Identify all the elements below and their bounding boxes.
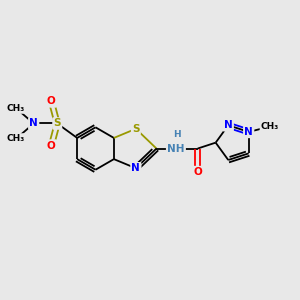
Text: CH₃: CH₃ [261,122,279,131]
Text: NH: NH [167,143,185,154]
Text: O: O [47,96,56,106]
Text: N: N [131,163,140,173]
Text: O: O [193,167,202,177]
Text: N: N [244,127,253,137]
Text: S: S [53,118,61,128]
Text: N: N [224,120,233,130]
Text: N: N [29,118,38,128]
Text: S: S [132,124,140,134]
Text: CH₃: CH₃ [7,104,25,113]
Text: H: H [173,130,180,139]
Text: CH₃: CH₃ [7,134,25,143]
Text: O: O [47,141,56,151]
